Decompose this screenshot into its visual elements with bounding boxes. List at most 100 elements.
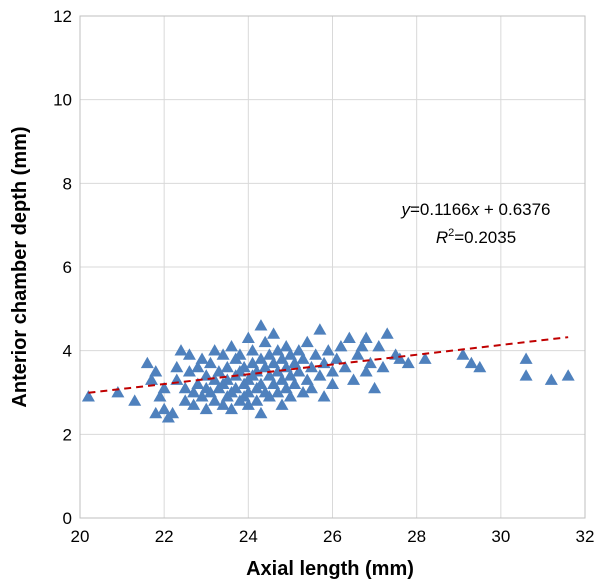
data-point	[178, 381, 192, 394]
data-points	[81, 319, 575, 423]
data-point	[326, 377, 339, 390]
data-point	[279, 339, 293, 352]
x-tick-labels: 20 22 24 26 28 30 32	[71, 527, 595, 546]
data-point	[317, 390, 331, 402]
y-axis-title: Anterior chamber depth (mm)	[9, 126, 31, 407]
data-point	[326, 365, 339, 377]
r-squared-superscript: 2	[448, 227, 454, 239]
data-point	[111, 386, 125, 398]
data-point	[355, 339, 369, 352]
data-point	[182, 365, 196, 377]
data-point	[313, 323, 327, 335]
data-point	[174, 344, 188, 356]
x-tick-label: 26	[323, 527, 342, 546]
data-point	[225, 402, 238, 415]
data-point	[519, 352, 533, 364]
data-point	[292, 344, 306, 356]
data-point	[262, 390, 276, 402]
data-point	[229, 381, 243, 394]
data-point	[145, 373, 159, 385]
r-squared: R2=0.2035	[436, 227, 516, 247]
data-point	[473, 360, 487, 373]
data-point	[166, 406, 180, 419]
y-tick-label: 2	[63, 425, 72, 444]
data-point	[149, 365, 163, 377]
data-point	[157, 402, 171, 415]
x-tick-label: 28	[407, 527, 426, 546]
data-point	[237, 360, 251, 373]
y-tick-label: 0	[63, 509, 72, 528]
data-point	[464, 356, 478, 369]
data-point	[212, 365, 226, 377]
y-tick-label: 4	[63, 342, 72, 361]
data-point	[195, 352, 209, 364]
data-point	[351, 348, 365, 360]
data-point	[81, 390, 95, 402]
data-point	[330, 352, 344, 364]
y-tick-label: 10	[53, 91, 72, 110]
data-point	[296, 352, 310, 364]
data-point	[267, 356, 281, 369]
data-point	[254, 377, 268, 390]
data-point	[195, 390, 209, 402]
x-tick-label: 22	[155, 527, 174, 546]
data-point	[140, 356, 154, 369]
data-point	[258, 335, 272, 348]
data-point	[544, 373, 558, 385]
data-point	[271, 386, 285, 398]
plot-border	[79, 15, 586, 519]
data-point	[334, 339, 348, 352]
data-point	[283, 348, 297, 360]
data-point	[338, 360, 352, 373]
data-point	[393, 352, 407, 364]
data-point	[208, 394, 222, 406]
data-point	[288, 356, 302, 369]
r-squared-value: =0.2035	[454, 228, 516, 247]
data-point	[225, 339, 238, 352]
data-point	[372, 339, 386, 352]
data-point	[313, 369, 327, 381]
data-point	[250, 394, 264, 406]
data-point	[304, 381, 318, 394]
data-point	[191, 377, 205, 390]
data-point	[275, 398, 289, 410]
data-point	[288, 377, 302, 390]
x-tick-label: 32	[576, 527, 595, 546]
data-point	[359, 331, 373, 343]
data-point	[376, 360, 390, 373]
data-point	[216, 398, 230, 410]
regression-equation: y=0.1166x + 0.6376	[400, 200, 550, 219]
data-point	[157, 381, 171, 394]
data-point	[182, 348, 196, 360]
data-point	[203, 356, 217, 369]
data-point	[519, 369, 533, 381]
data-point	[254, 352, 268, 364]
data-point	[401, 356, 415, 369]
data-point	[296, 386, 310, 398]
data-point	[199, 402, 213, 415]
data-point	[241, 398, 255, 410]
data-point	[262, 369, 276, 381]
data-point	[153, 390, 167, 402]
data-point	[304, 360, 318, 373]
data-point	[275, 352, 289, 364]
data-point	[149, 406, 163, 419]
data-point	[363, 356, 377, 369]
data-point	[170, 360, 184, 373]
data-point	[275, 373, 289, 385]
x-tick-label: 20	[71, 527, 90, 546]
data-point	[220, 373, 234, 385]
data-point	[300, 373, 314, 385]
data-point	[254, 406, 268, 419]
data-point	[241, 386, 255, 398]
data-point	[347, 373, 361, 385]
equation-slope: =0.1166	[410, 200, 471, 219]
data-point	[283, 390, 297, 402]
data-point	[292, 365, 306, 377]
data-point	[309, 348, 323, 360]
data-point	[233, 348, 247, 360]
data-point	[254, 319, 268, 331]
y-tick-label: 8	[63, 174, 72, 193]
y-tick-label: 12	[53, 7, 72, 26]
